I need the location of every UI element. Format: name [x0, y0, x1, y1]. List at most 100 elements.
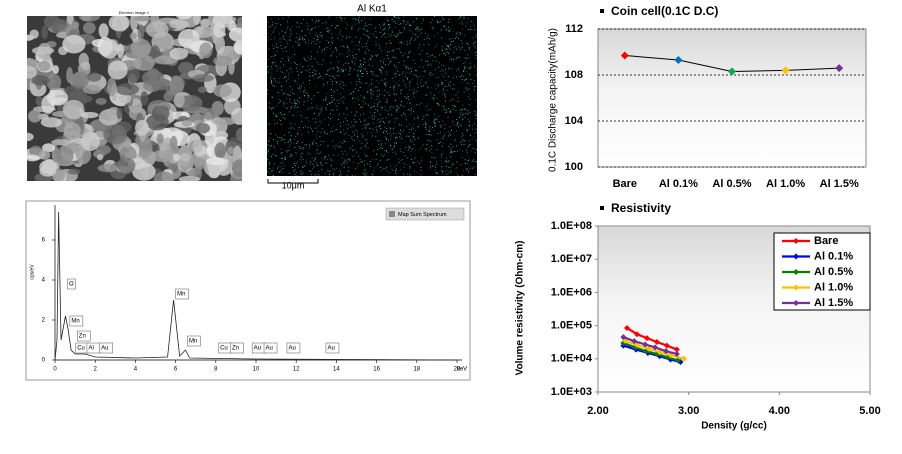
- dot: [312, 71, 314, 73]
- x-tick-label: 4: [134, 367, 138, 373]
- dot: [317, 173, 319, 175]
- dot: [341, 34, 343, 36]
- dot: [359, 86, 361, 88]
- dot: [326, 39, 328, 41]
- dot: [390, 105, 392, 107]
- dot: [394, 166, 396, 168]
- dot: [353, 48, 355, 50]
- dot: [425, 148, 427, 150]
- dot: [350, 82, 352, 84]
- dot: [298, 88, 300, 90]
- sem-image: [27, 16, 242, 181]
- dot: [420, 79, 422, 81]
- dot: [323, 83, 325, 85]
- dot: [446, 51, 448, 53]
- dot: [433, 157, 435, 159]
- dot: [279, 38, 281, 40]
- dot: [317, 77, 319, 79]
- dot: [365, 53, 367, 55]
- dot: [289, 36, 291, 38]
- particle: [140, 91, 149, 106]
- dot: [430, 21, 432, 23]
- dot: [398, 61, 400, 63]
- dot: [407, 72, 409, 74]
- dot: [300, 161, 302, 163]
- dot: [358, 48, 360, 50]
- dot: [274, 123, 276, 125]
- dot: [274, 80, 276, 82]
- dot: [462, 104, 464, 106]
- dot: [353, 125, 355, 127]
- dot: [284, 92, 286, 94]
- dot: [413, 118, 415, 120]
- dot: [310, 51, 312, 53]
- dot: [318, 76, 320, 78]
- dot: [267, 151, 269, 153]
- dot: [328, 29, 330, 31]
- dot: [268, 162, 270, 164]
- dot: [363, 63, 365, 65]
- dot: [468, 88, 470, 90]
- y-tick-label: 1.0E+08: [551, 220, 592, 232]
- dot: [456, 48, 458, 50]
- dot: [448, 46, 450, 48]
- dot: [421, 169, 423, 171]
- dot: [473, 23, 475, 25]
- dot: [376, 90, 378, 92]
- dot: [473, 166, 475, 168]
- dot: [356, 132, 358, 134]
- dot: [465, 78, 467, 80]
- dot: [391, 113, 393, 115]
- dot: [270, 81, 272, 83]
- dot: [405, 119, 407, 121]
- dot: [281, 85, 283, 87]
- dot: [472, 125, 474, 127]
- dot: [378, 82, 380, 84]
- dot: [452, 150, 454, 152]
- dot: [387, 110, 389, 112]
- dot: [269, 69, 271, 71]
- dot: [427, 110, 429, 112]
- dot: [384, 24, 386, 26]
- dot: [428, 134, 430, 136]
- dot: [450, 134, 452, 136]
- dot: [270, 107, 272, 109]
- peak-label-box: [325, 342, 340, 354]
- dot: [414, 129, 416, 131]
- dot: [430, 74, 432, 76]
- dot: [415, 69, 417, 71]
- dot: [370, 90, 372, 92]
- dot: [280, 170, 282, 172]
- dot: [363, 17, 365, 19]
- dot: [338, 154, 340, 156]
- dot: [320, 162, 322, 164]
- dot: [315, 142, 317, 144]
- dot: [297, 100, 299, 102]
- dot: [383, 81, 385, 83]
- dot: [295, 26, 297, 28]
- dot: [430, 71, 432, 73]
- dot: [308, 147, 310, 149]
- dot: [430, 134, 432, 136]
- dot: [376, 36, 378, 38]
- dot: [354, 23, 356, 25]
- dot: [444, 85, 446, 87]
- dot: [457, 122, 459, 124]
- dot: [335, 50, 337, 52]
- dot: [470, 20, 472, 22]
- dot: [267, 65, 269, 67]
- dot: [365, 82, 367, 84]
- dot: [453, 61, 455, 63]
- dot: [411, 159, 413, 161]
- dot: [371, 173, 373, 175]
- particle: [107, 77, 117, 97]
- dot: [362, 46, 364, 48]
- dot: [428, 38, 430, 40]
- dot: [467, 118, 469, 120]
- dot: [439, 20, 441, 22]
- dot: [430, 148, 432, 150]
- dot: [427, 56, 429, 58]
- dot: [324, 119, 326, 121]
- dot: [311, 128, 313, 130]
- dot: [343, 121, 345, 123]
